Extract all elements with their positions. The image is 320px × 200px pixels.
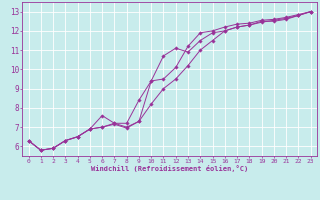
X-axis label: Windchill (Refroidissement éolien,°C): Windchill (Refroidissement éolien,°C) bbox=[91, 165, 248, 172]
